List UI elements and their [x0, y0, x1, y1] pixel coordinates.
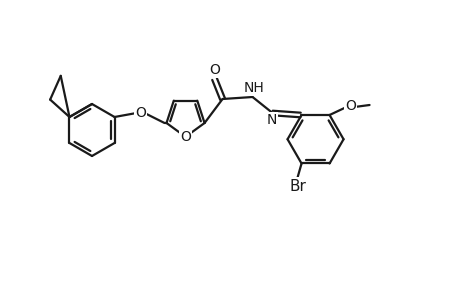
- Text: N: N: [266, 113, 276, 127]
- Text: O: O: [344, 99, 355, 113]
- Text: O: O: [135, 106, 146, 120]
- Text: Br: Br: [289, 179, 305, 194]
- Text: O: O: [180, 130, 190, 144]
- Text: O: O: [209, 63, 219, 77]
- Text: NH: NH: [243, 81, 263, 95]
